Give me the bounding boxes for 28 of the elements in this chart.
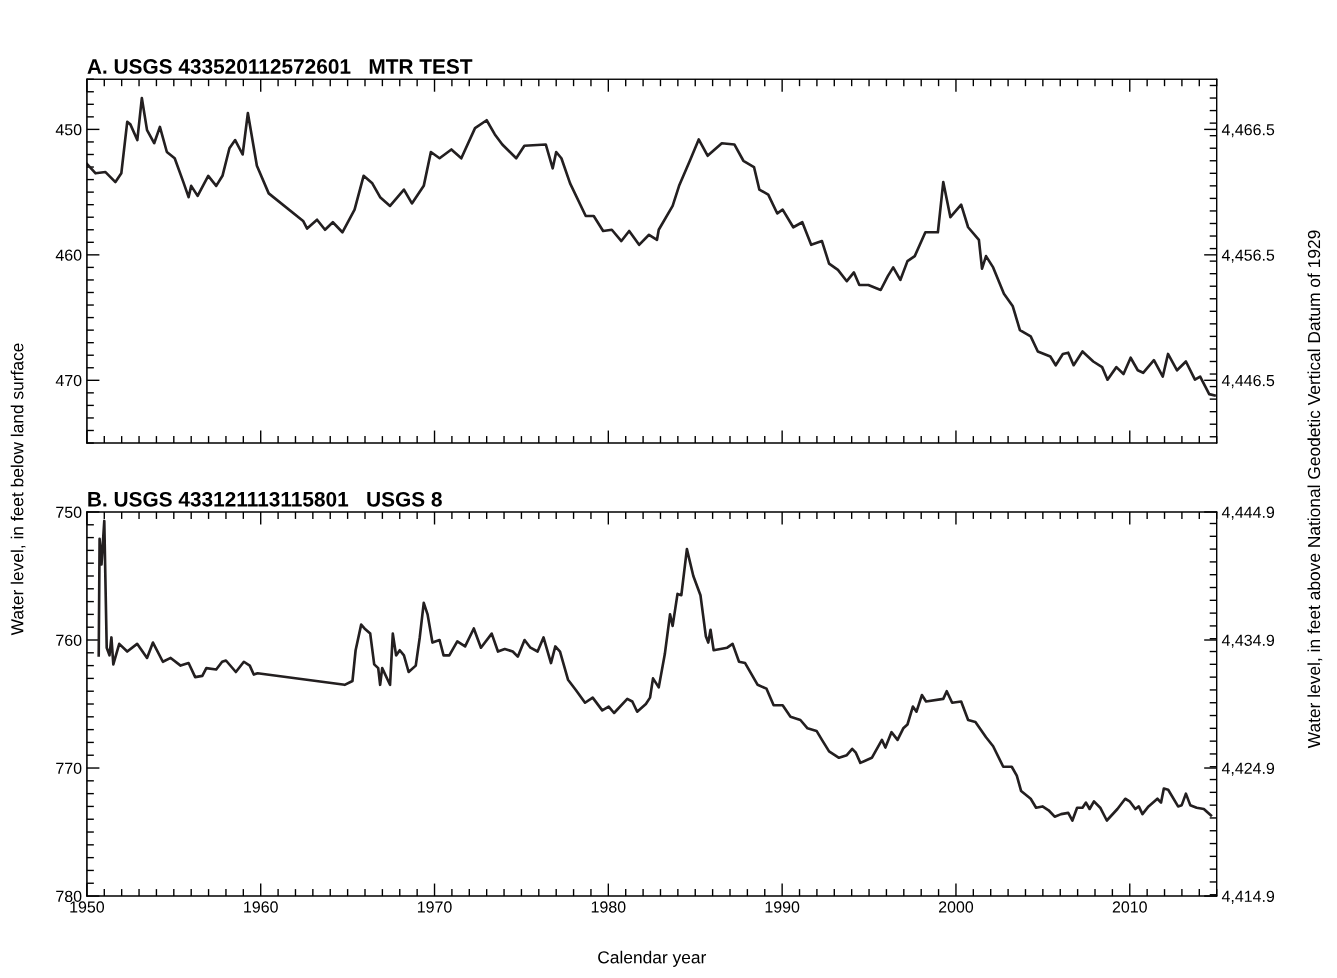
line-series [97, 519, 1213, 822]
y-tick-label: 460 [55, 249, 82, 261]
x-tick-label: 1980 [591, 901, 626, 913]
y2-tick-label: 4,424.9 [1221, 762, 1275, 776]
y2-tick-label: 4,466.5 [1221, 124, 1275, 138]
y-tick-label: 750 [56, 506, 82, 518]
y2-tick-label: 4,434.9 [1221, 634, 1275, 648]
x-tick-label: 1970 [417, 901, 452, 913]
y-axis-title: Water level, in feet below land surface [10, 343, 26, 636]
line-series [86, 96, 1216, 397]
y-tick-label: 780 [56, 890, 82, 902]
x-tick-label: 1960 [244, 901, 278, 913]
y-tick-label: 450 [55, 124, 82, 136]
x-tick-label: 1990 [765, 901, 800, 913]
x-tick-label: 2010 [1112, 901, 1147, 913]
y2-axis-title: Water level, in feet above National Geodetic Vertical Datum of 1929 [1307, 230, 1323, 749]
y2-tick-label: 4,414.9 [1221, 890, 1275, 904]
y-tick-label: 760 [56, 634, 82, 646]
chart-title: A. USGS 433520112572601 MTR TEST [87, 59, 473, 74]
y-tick-label: 770 [56, 762, 82, 774]
y2-tick-label: 4,446.5 [1221, 374, 1275, 389]
chart-title: B. USGS 433121113115801 USGS 8 [88, 491, 442, 507]
y2-tick-label: 4,456.5 [1221, 249, 1275, 263]
x-tick-label: 1950 [70, 901, 105, 913]
x-tick-label: 2000 [938, 901, 974, 913]
y-tick-label: 470 [55, 374, 82, 387]
x-axis-title: Calendar year [598, 950, 707, 967]
y2-tick-label: 4,444.9 [1221, 506, 1275, 520]
